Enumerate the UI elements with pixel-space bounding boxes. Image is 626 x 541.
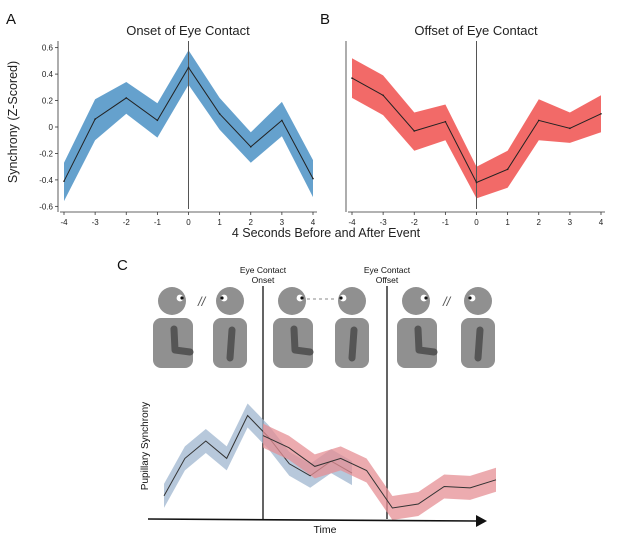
chart-b-point [569, 127, 571, 130]
chart-a-point [218, 112, 221, 115]
pupillary-synchrony-label: Pupillary Synchrony [140, 402, 151, 490]
offset-label-line1: Eye Contact [364, 265, 411, 275]
chart-a-point [125, 97, 128, 99]
x-axis-label: 4 Seconds Before and After Event [232, 226, 421, 240]
time-arrow-icon [476, 515, 487, 527]
chart-a-point [156, 119, 159, 122]
chart-b-x-tick-label: -3 [380, 218, 388, 227]
chart-a-point [312, 177, 314, 180]
time-axis [147, 518, 477, 522]
break-mark-1: // [197, 294, 207, 309]
chart-b-point [413, 130, 416, 132]
chart-a-x-tick-label: -1 [154, 218, 162, 227]
chart-a-x-tick-label: 1 [217, 218, 222, 227]
person-icon [273, 287, 314, 368]
person-icon [213, 287, 247, 368]
chart-a-x-tick-label: 4 [311, 218, 316, 227]
chart-b-point [506, 168, 509, 171]
chart-b-x-tick-label: 3 [568, 218, 573, 227]
chart-b: -4 -3 -2 -1 0 1 2 3 4 [345, 41, 605, 227]
chart-b-point [600, 112, 602, 115]
break-mark-2: // [442, 294, 452, 309]
chart-b-x-tick-label: 1 [505, 218, 510, 227]
chart-a-x-tick-label: 3 [280, 218, 285, 227]
blue-trace-band [164, 403, 352, 508]
chart-a-point [187, 66, 190, 69]
chart-a-x-tick-label: -4 [60, 218, 68, 227]
chart-a-x-tick-label: 0 [186, 218, 191, 227]
panel-c-label: C [117, 257, 128, 274]
chart-b-point [444, 120, 447, 123]
red-trace-band [263, 423, 496, 520]
chart-a-x-tick-label: -2 [123, 218, 131, 227]
person-icon [153, 287, 194, 368]
chart-a-y-tick-label: -0.2 [39, 149, 53, 158]
person-icon [397, 287, 438, 368]
chart-a: -4 -3 -2 -1 0 1 2 3 4 0.6 0.4 0.2 0 -0.2 -0.4 -0.6 [39, 41, 317, 227]
onset-label-line2: Onset [252, 275, 275, 285]
person-icon [335, 287, 369, 368]
chart-a-confidence-band [64, 50, 313, 202]
chart-a-y-tick-label: 0.2 [42, 97, 54, 106]
panel-b-title: Offset of Eye Contact [414, 23, 538, 38]
chart-a-y-tick-label: 0 [49, 123, 54, 132]
panel-b-label: B [320, 11, 330, 28]
person-icon [461, 287, 495, 368]
chart-a-point [63, 180, 65, 183]
chart-b-x-tick-label: 4 [599, 218, 604, 227]
chart-b-x-tick-label: -1 [442, 218, 450, 227]
chart-a-x-tick-label: -3 [92, 218, 100, 227]
y-axis-label: Synchrony (Z-Scored) [6, 61, 20, 183]
chart-a-y-tick-label: -0.6 [39, 202, 53, 211]
chart-a-y-tick-label: -0.4 [39, 176, 53, 185]
chart-b-x-tick-label: -2 [411, 218, 419, 227]
time-label: Time [314, 524, 337, 536]
chart-b-x-tick-label: 0 [474, 218, 479, 227]
chart-a-y-tick-label: 0.4 [42, 70, 54, 79]
chart-b-x-tick-label: -4 [348, 218, 356, 227]
panel-a-title: Onset of Eye Contact [126, 23, 250, 38]
chart-a-point [281, 119, 283, 122]
panel-a-label: A [6, 11, 16, 28]
chart-a-point [94, 118, 96, 120]
chart-a-x-tick-label: 2 [249, 218, 254, 227]
chart-a-point [249, 146, 252, 148]
chart-b-point [475, 181, 478, 184]
offset-label-line2: Offset [376, 275, 399, 285]
chart-a-y-tick-label: 0.6 [42, 44, 54, 53]
chart-b-point [382, 94, 384, 97]
onset-label-line1: Eye Contact [240, 265, 287, 275]
red-trace-line [262, 435, 497, 509]
chart-b-point [537, 119, 540, 122]
schematic-traces [163, 403, 497, 520]
chart-b-x-tick-label: 2 [537, 218, 542, 227]
chart-b-point [351, 77, 353, 79]
